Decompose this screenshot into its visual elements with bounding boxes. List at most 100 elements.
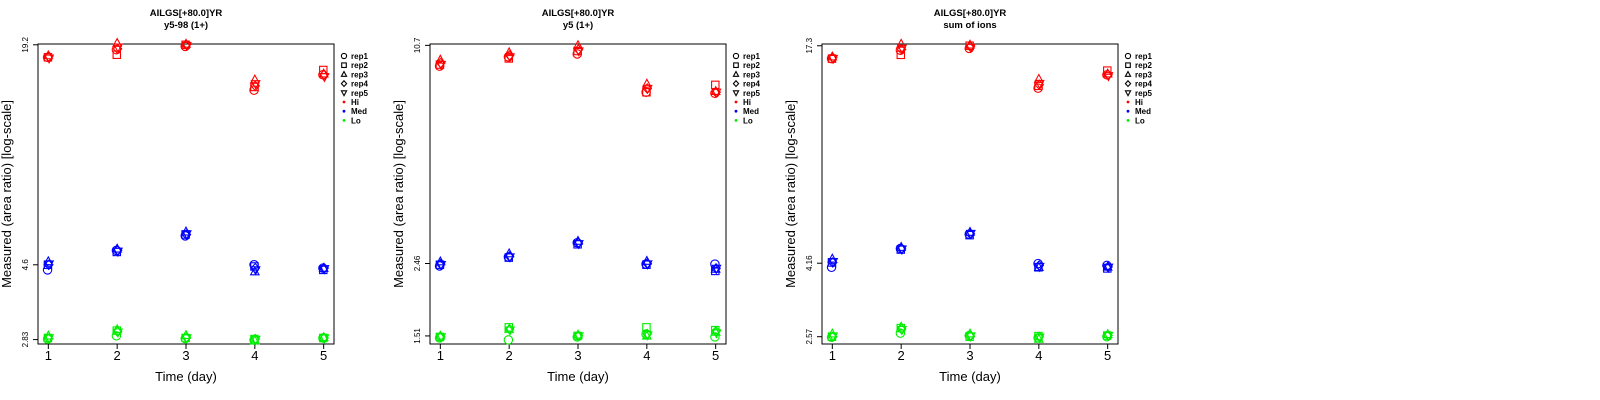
data-point-med-rep5-day5 [319, 265, 330, 275]
x-tick-label: 1 [45, 348, 52, 363]
legend-symbol-rep5 [1124, 90, 1132, 97]
chart-title: AILGS[+80.0]YR [542, 8, 615, 19]
data-point-hi-rep2-day4 [642, 88, 651, 97]
legend-symbol-rep4 [340, 79, 348, 88]
data-point-med-rep5-day3 [181, 230, 192, 240]
legend-symbol-rep3 [732, 70, 740, 77]
data-point-hi-rep3-day4 [641, 78, 652, 88]
y-tick-label: 1.51 [413, 328, 422, 344]
data-point-hi-rep5-day3 [573, 47, 584, 57]
data-point-hi-rep5-day5 [711, 88, 722, 99]
data-point-hi-rep5-day4 [642, 84, 653, 95]
x-tick-label: 5 [320, 348, 327, 363]
x-tick-label: 3 [182, 348, 189, 363]
data-point-hi-rep3-day4 [249, 73, 260, 84]
legend-symbol-hi [1126, 100, 1130, 104]
legend-symbol-rep1 [1124, 52, 1132, 60]
data-point-hi-rep3-day1 [435, 54, 446, 64]
data-point-hi-rep2-day5 [1103, 66, 1112, 75]
data-point-med-rep5-day4 [250, 266, 261, 276]
data-point-med-rep1-day5 [710, 259, 720, 269]
data-point-lo-rep5-day1 [435, 333, 447, 343]
legend-symbol-rep5 [732, 90, 740, 97]
data-point-lo-rep1-day5 [710, 332, 720, 342]
legend-label-rep1: rep1 [351, 52, 368, 61]
data-point-lo-rep1-day2 [111, 331, 122, 341]
legend-label-rep3: rep3 [1135, 70, 1152, 79]
legend-label-med: Med [351, 107, 367, 116]
legend-symbol-lo [342, 119, 346, 122]
legend-label-rep1: rep1 [1135, 52, 1152, 61]
data-point-hi-rep5-day4 [250, 80, 261, 90]
data-point-med-rep5-day3 [965, 229, 976, 240]
x-tick-label: 1 [437, 348, 444, 363]
x-tick-label: 4 [1035, 348, 1042, 363]
x-tick-label: 5 [1104, 348, 1111, 363]
data-point-lo-rep5-day4 [250, 335, 261, 346]
legend-label-lo: Lo [1135, 116, 1145, 125]
chart-subtitle: y5-98 (1+) [164, 20, 208, 31]
data-point-med-rep5-day5 [711, 264, 722, 275]
x-axis-label: Time (day) [939, 369, 1001, 384]
data-point-med-rep5-day2 [504, 253, 516, 263]
data-point-hi-rep5-day3 [181, 41, 192, 52]
y-tick-label: 10.7 [413, 37, 422, 53]
x-tick-label: 2 [506, 348, 513, 363]
data-point-lo-rep5-day1 [827, 332, 839, 342]
legend-label-med: Med [743, 107, 759, 116]
y-axis-label: Measured (area ratio) [log-scale] [391, 100, 406, 288]
data-point-hi-rep5-day1 [435, 60, 447, 71]
legend-label-hi: Hi [1135, 98, 1143, 107]
data-point-hi-rep2-day2 [112, 50, 122, 59]
data-point-hi-rep3-day4 [1033, 73, 1044, 83]
data-point-med-rep5-day2 [896, 245, 908, 255]
y-tick-label: 2.83 [21, 331, 30, 347]
data-point-hi-rep3-day2 [896, 38, 907, 48]
data-point-lo-rep5-day2 [896, 326, 908, 336]
x-axis-label: Time (day) [547, 369, 609, 384]
data-point-hi-rep5-day1 [827, 54, 839, 65]
legend-label-rep5: rep5 [351, 89, 368, 98]
data-point-lo-rep5-day3 [965, 332, 976, 342]
data-point-hi-rep2-day2 [504, 54, 514, 63]
legend-label-rep2: rep2 [1135, 61, 1152, 70]
legend-label-med: Med [1135, 107, 1151, 116]
legend-label-rep5: rep5 [743, 89, 760, 98]
legend-label-hi: Hi [351, 98, 359, 107]
y-axis-label: Measured (area ratio) [log-scale] [783, 100, 798, 288]
x-tick-label: 3 [966, 348, 973, 363]
legend-symbol-hi [734, 100, 738, 104]
data-point-lo-rep5-day2 [112, 328, 124, 338]
legend-label-lo: Lo [743, 116, 753, 125]
data-point-hi-rep5-day2 [504, 53, 516, 63]
legend-label-lo: Lo [351, 116, 361, 125]
chart-title: AILGS[+80.0]YR [150, 8, 223, 19]
chart-subtitle: y5 (1+) [563, 20, 593, 31]
data-point-med-rep3-day2 [504, 247, 515, 258]
legend-symbol-rep4 [732, 79, 740, 88]
data-point-hi-rep5-day4 [1034, 79, 1045, 90]
data-point-lo-rep5-day2 [504, 326, 516, 336]
legend-symbol-med [734, 109, 738, 113]
y-tick-label: 2.57 [805, 328, 814, 344]
y-tick-label: 19.2 [21, 36, 30, 52]
data-point-med-rep5-day3 [573, 240, 584, 250]
data-point-hi-rep5-day5 [319, 73, 330, 83]
legend-label-rep2: rep2 [351, 61, 368, 70]
x-axis-label: Time (day) [155, 369, 217, 384]
y-tick-label: 17.3 [805, 37, 814, 53]
legend-symbol-rep5 [340, 90, 348, 97]
data-point-lo-rep5-day3 [573, 332, 584, 342]
legend-symbol-rep3 [340, 70, 348, 77]
data-point-lo-rep1-day2 [895, 328, 906, 338]
x-tick-label: 1 [829, 348, 836, 363]
x-tick-label: 4 [643, 348, 650, 363]
legend-symbol-rep1 [340, 52, 348, 60]
data-point-hi-rep5-day5 [1103, 72, 1114, 82]
y-tick-label: 4.16 [805, 255, 814, 271]
legend-symbol-rep2 [733, 62, 739, 69]
y-axis-label: Measured (area ratio) [log-scale] [0, 100, 14, 288]
data-point-hi-rep5-day1 [43, 54, 55, 64]
